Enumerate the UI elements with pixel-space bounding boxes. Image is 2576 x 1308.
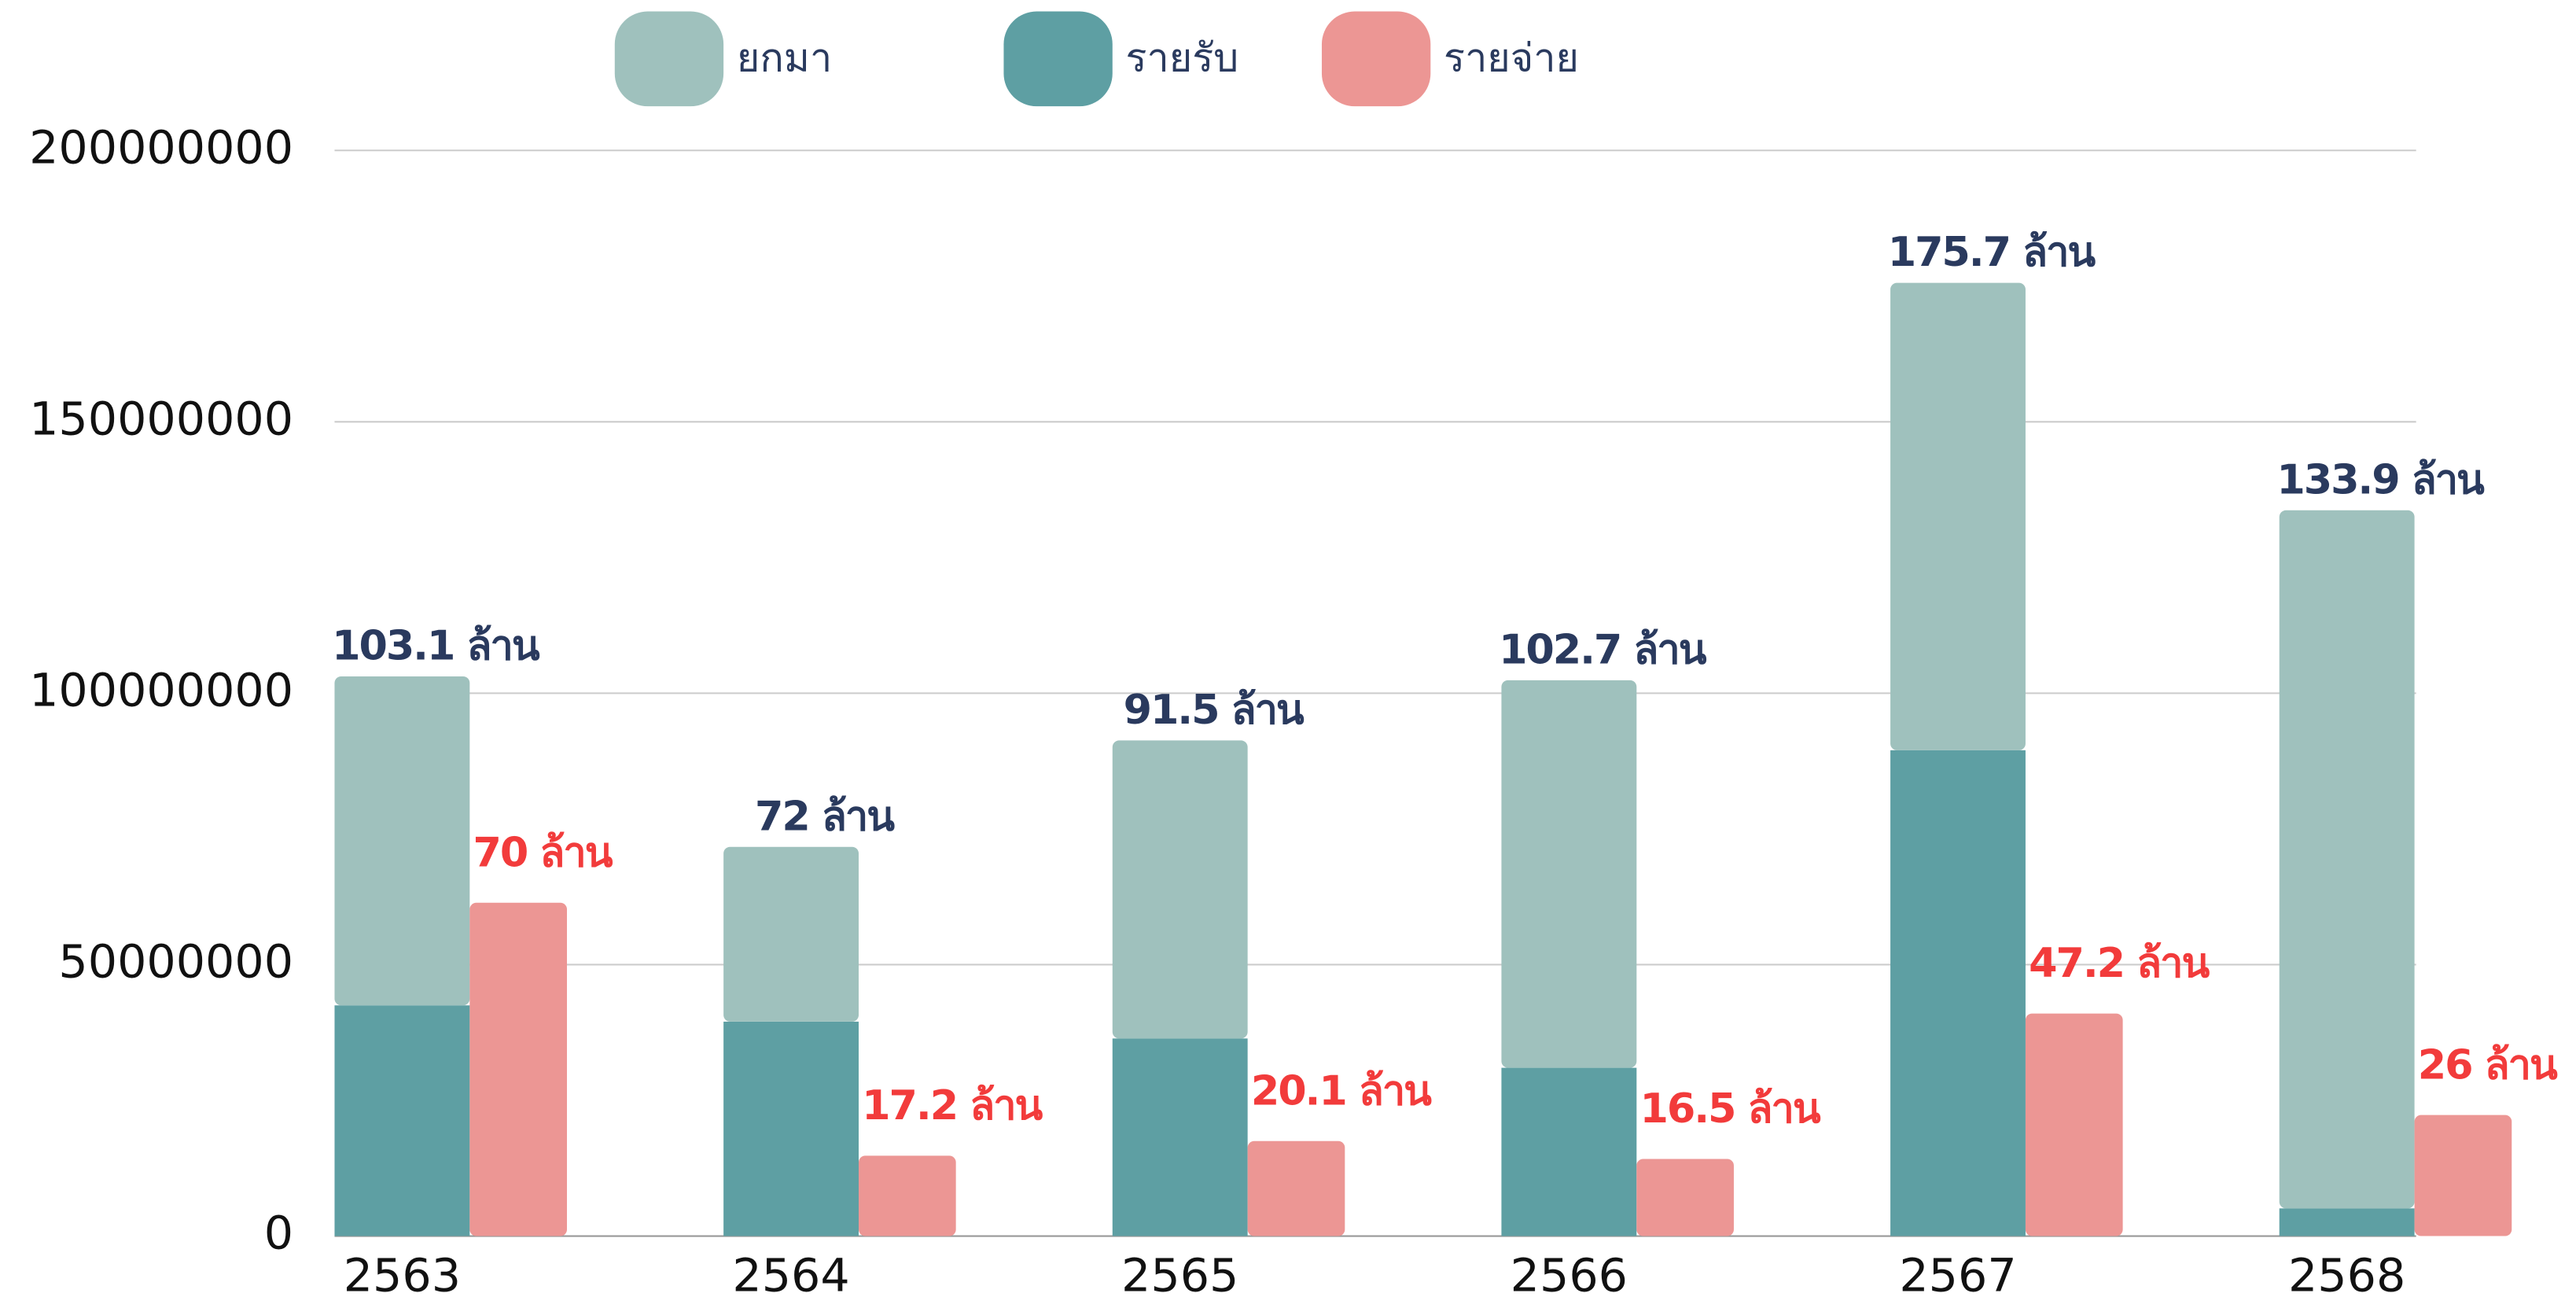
expense-label: 20.1 ล้าน bbox=[1251, 1068, 1432, 1115]
bar-segment bbox=[334, 676, 470, 1006]
bar-segment bbox=[723, 846, 859, 1022]
legend-label: รายจ่าย bbox=[1444, 35, 1579, 81]
x-tick-label: 2565 bbox=[1121, 1249, 1238, 1302]
expense-bar bbox=[2414, 1115, 2512, 1236]
legend-label: รายรับ bbox=[1126, 35, 1239, 81]
bar-segment bbox=[1112, 740, 1248, 1039]
bar-segment bbox=[2279, 510, 2415, 1209]
total-label: 133.9 ล้าน bbox=[2276, 457, 2485, 504]
x-tick-label: 2563 bbox=[344, 1249, 461, 1302]
expense-bar bbox=[1247, 1140, 1345, 1236]
total-label: 91.5 ล้าน bbox=[1124, 687, 1305, 734]
x-tick-label: 2564 bbox=[732, 1249, 849, 1302]
total-label: 103.1 ล้าน bbox=[332, 623, 540, 670]
expense-bar bbox=[1636, 1159, 1734, 1236]
y-tick-label: 0 bbox=[264, 1207, 293, 1260]
bar-segment bbox=[1890, 750, 2026, 1236]
bar-segment bbox=[723, 1021, 859, 1236]
x-tick-label: 2567 bbox=[1899, 1249, 2016, 1302]
total-label: 72 ล้าน bbox=[755, 793, 895, 840]
expense-label: 70 ล้าน bbox=[473, 830, 613, 877]
bar-segment bbox=[1112, 1038, 1248, 1236]
expense-label: 26 ล้าน bbox=[2418, 1041, 2558, 1089]
y-tick-label: 200000000 bbox=[29, 121, 293, 175]
x-tick-label: 2568 bbox=[2288, 1249, 2405, 1302]
expense-label: 17.2 ล้าน bbox=[862, 1082, 1043, 1129]
expense-bar bbox=[2025, 1013, 2123, 1236]
bar-segment bbox=[1501, 680, 1637, 1068]
legend-swatch bbox=[614, 11, 724, 107]
expense-label: 47.2 ล้าน bbox=[2029, 940, 2210, 987]
bar-segment bbox=[2279, 1208, 2415, 1236]
total-label: 102.7 ล้าน bbox=[1499, 627, 1707, 674]
legend-swatch bbox=[1003, 11, 1113, 107]
y-tick-label: 150000000 bbox=[29, 392, 293, 446]
x-tick-label: 2566 bbox=[1511, 1249, 1628, 1302]
expense-bar bbox=[469, 902, 568, 1236]
bar-segment bbox=[334, 1005, 470, 1236]
y-tick-label: 50000000 bbox=[58, 935, 293, 989]
bar-segment bbox=[1890, 282, 2026, 750]
total-label: 175.7 ล้าน bbox=[1888, 229, 2096, 276]
expense-bar bbox=[859, 1155, 956, 1236]
y-tick-label: 100000000 bbox=[29, 664, 293, 717]
legend-swatch bbox=[1321, 11, 1431, 107]
bar-segment bbox=[1501, 1067, 1637, 1236]
legend-label: ยกมา bbox=[737, 35, 832, 81]
expense-label: 16.5 ล้าน bbox=[1639, 1085, 1820, 1133]
